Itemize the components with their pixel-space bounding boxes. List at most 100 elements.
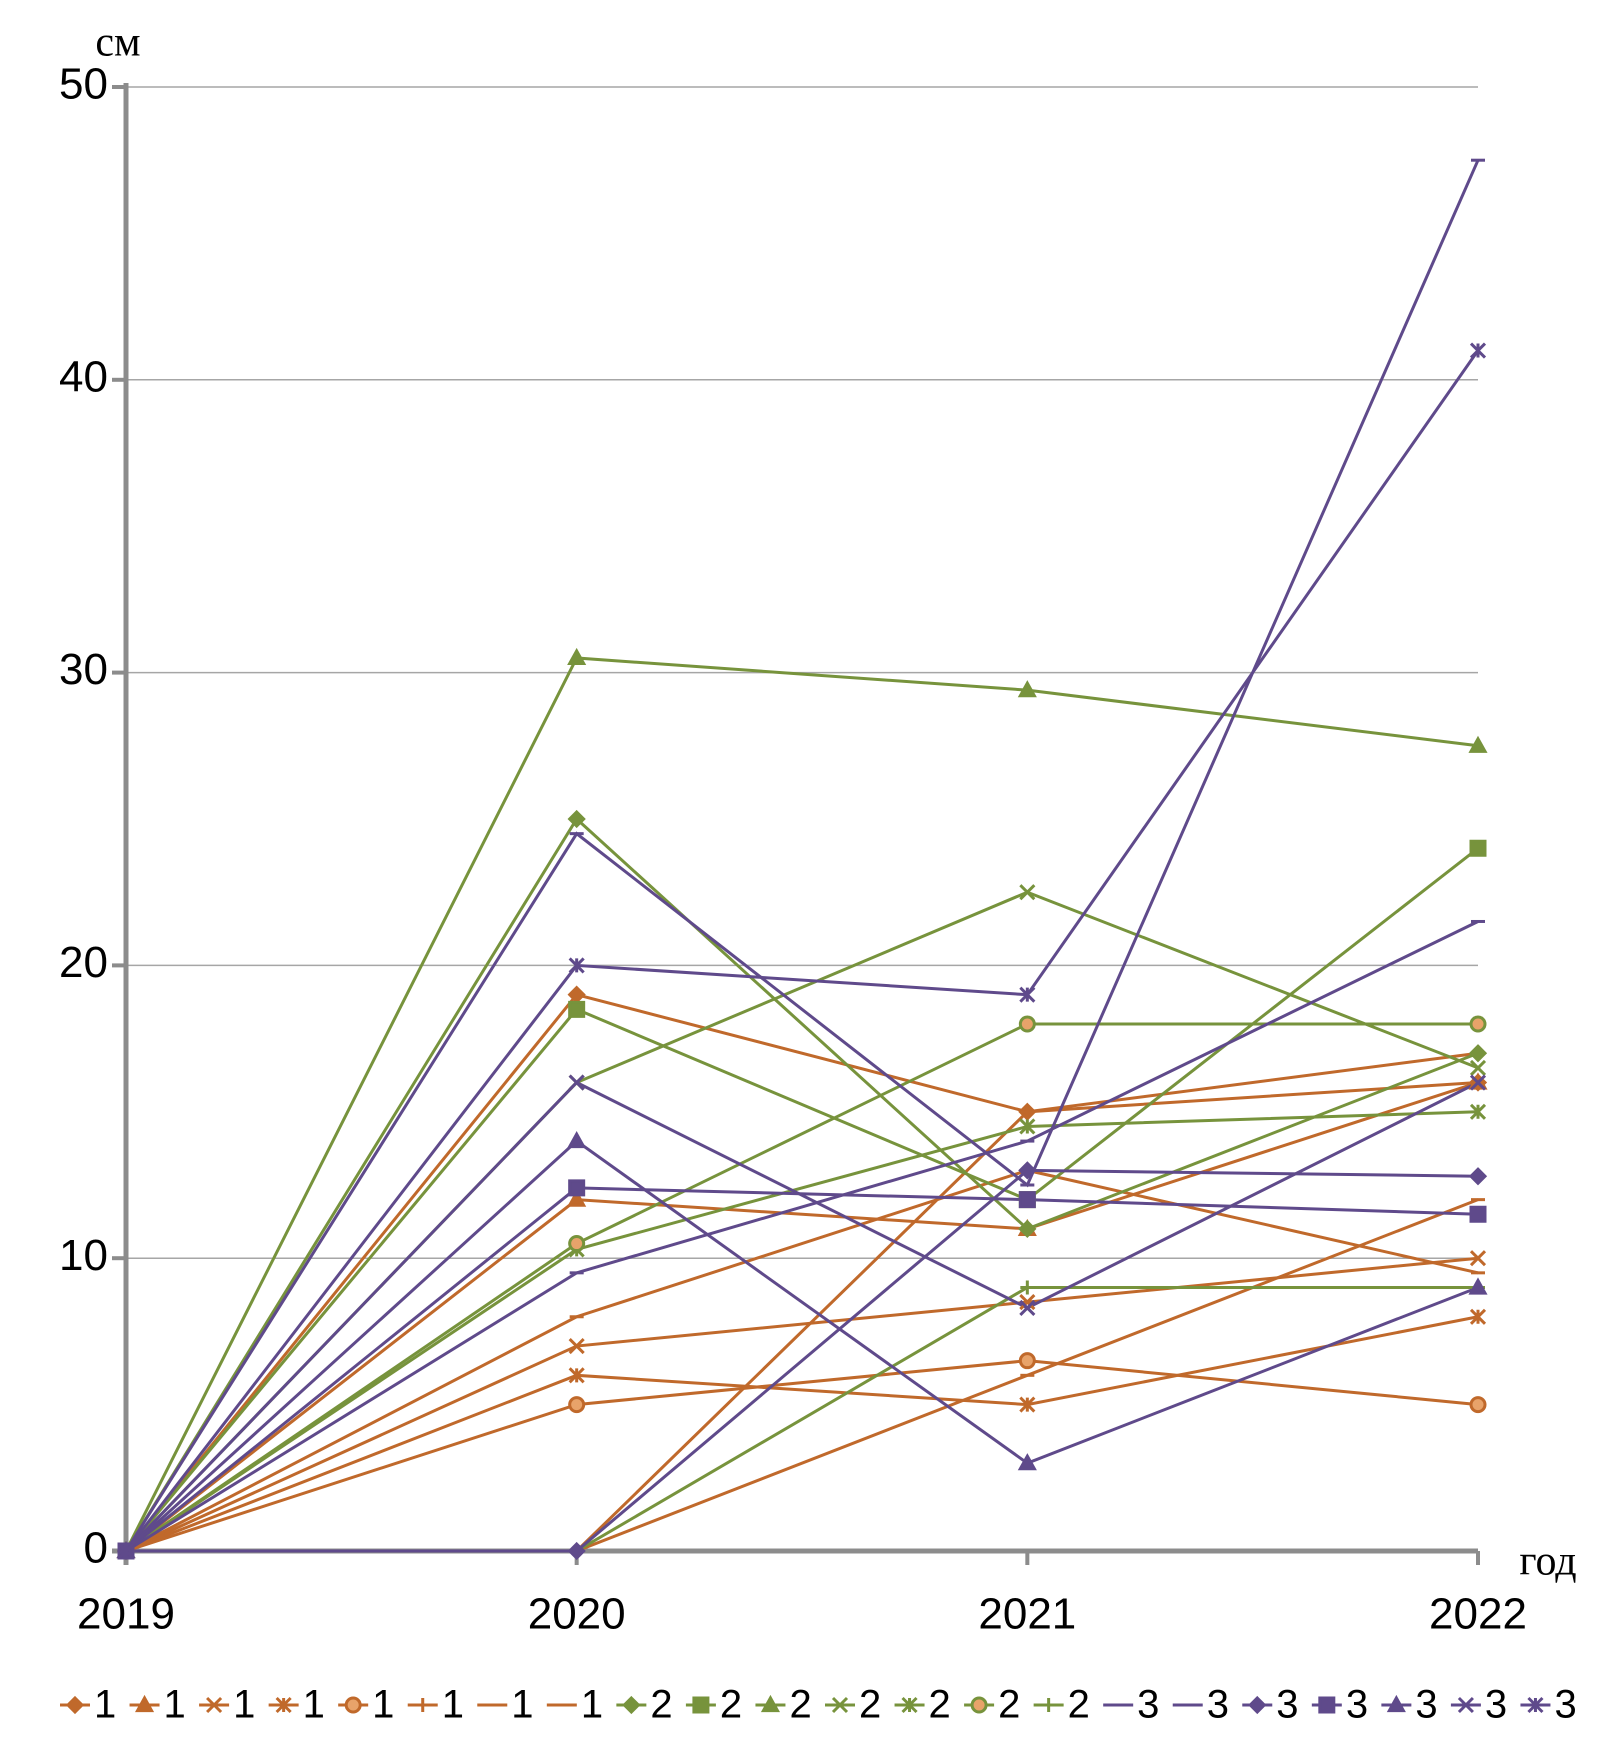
series-line [124,1080,1479,1553]
y-tick-label: 30 [59,645,108,694]
data-point [567,647,587,666]
series-line [125,1081,1479,1553]
x-tick-label: 2019 [77,1590,175,1639]
data-point [568,1337,585,1355]
data-point [567,809,586,829]
legend-marker [275,1696,292,1714]
legend-label: 3 [1346,1683,1368,1727]
data-point [568,1000,586,1018]
series-line [125,1256,1479,1553]
legend-label: 2 [720,1683,742,1727]
data-point [568,1074,585,1091]
data-point [1020,1104,1035,1119]
x-tick-label: 2022 [1429,1590,1527,1639]
y-tick-label: 10 [59,1231,108,1280]
data-point [1469,1059,1487,1076]
data-point [568,1367,585,1384]
legend-label: 3 [1554,1683,1576,1727]
y-axis-label: см [95,20,140,66]
y-tick-label: 40 [59,352,108,401]
legend-label: 1 [511,1683,533,1727]
data-point [1019,1396,1036,1413]
legend-label: 1 [372,1683,394,1727]
data-point [567,1541,586,1561]
legend-marker [344,1696,362,1714]
series-line [124,349,1480,1552]
legend-marker [134,1694,155,1713]
legend-marker [1318,1696,1336,1714]
legend-marker [415,1698,430,1712]
data-point [1468,1167,1488,1186]
legend-label: 1 [94,1683,116,1727]
legend-label: 3 [1485,1683,1507,1727]
x-axis-label: год [1519,1539,1576,1585]
legend-marker [1248,1695,1267,1715]
data-point [1018,1352,1036,1370]
y-tick-label: 50 [59,60,108,109]
legend-marker [1527,1696,1544,1714]
series-line [125,920,1479,1553]
data-point [568,957,585,974]
legend-label: 1 [581,1683,603,1727]
data-point [1468,1277,1488,1295]
y-tick-label: 20 [59,938,108,987]
series-line [126,1168,1479,1553]
series-line [124,159,1480,1552]
legend-marker [1457,1696,1474,1714]
series-line [125,1359,1479,1553]
series-line [126,1198,1479,1553]
series-line [124,992,1479,1552]
data-point [1018,1191,1036,1209]
data-point [567,1130,587,1149]
data-point [1020,1280,1035,1295]
data-point [1468,735,1488,753]
data-point [567,1189,587,1207]
data-point [1469,1205,1487,1223]
legend-label: 3 [1137,1683,1159,1727]
y-tick-label: 0 [84,1524,108,1573]
data-point [1469,1074,1487,1091]
legend-label: 3 [1415,1683,1437,1727]
data-point [1017,680,1037,698]
data-point [568,1179,586,1197]
data-point [1018,1161,1037,1180]
data-point [1469,839,1487,857]
legend-label: 3 [1276,1683,1298,1727]
data-point [1018,1219,1037,1239]
legend-label: 1 [442,1683,464,1727]
data-point [568,1235,586,1253]
legend-marker [622,1695,641,1715]
legend-marker [206,1696,223,1714]
legend-label: 1 [233,1683,255,1727]
data-point [1469,342,1487,359]
series-line [125,1022,1478,1553]
legend-label: 2 [650,1683,672,1727]
legend-marker [760,1694,781,1713]
data-point [1468,1044,1488,1063]
legend-marker [1386,1694,1406,1713]
series-line [124,816,1479,1552]
data-point [1469,1015,1487,1033]
data-point [1469,1396,1487,1414]
legend-label: 2 [929,1683,951,1727]
series-line [124,656,1479,1552]
legend-label: 2 [1068,1683,1090,1727]
legend-marker [1041,1698,1056,1712]
data-point [1019,884,1036,901]
data-point [117,1542,135,1560]
legend-label: 2 [998,1683,1020,1727]
data-point [1469,1103,1487,1120]
data-point [1469,1308,1487,1325]
legend-label: 2 [859,1683,881,1727]
legend-label: 1 [164,1683,186,1727]
series-line [125,1168,1479,1553]
legend-marker [970,1696,988,1714]
legend-marker [901,1696,918,1714]
series-line [125,1315,1479,1553]
data-point [1469,1250,1487,1267]
data-point [1017,1453,1037,1471]
series-line [126,1285,1478,1553]
series-line [125,1110,1479,1553]
